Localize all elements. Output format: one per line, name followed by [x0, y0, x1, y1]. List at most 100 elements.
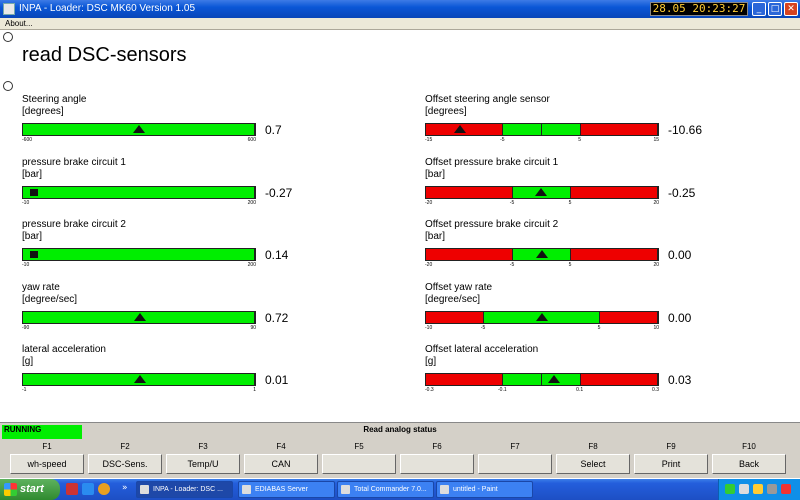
sensor-unit: [bar]	[425, 168, 446, 180]
sensor-unit: [bar]	[22, 231, 43, 242]
fkey-button-f2[interactable]: DSC-Sens.	[88, 454, 162, 474]
tick-label: -5	[509, 262, 515, 268]
task-app-icon	[140, 485, 149, 494]
gauge-bar	[22, 123, 256, 136]
fkey-label-f9: F9	[666, 442, 676, 451]
sensor-gauge: Offset pressure brake circuit 1 [bar] -20-…	[425, 157, 725, 217]
tick-label: -5	[509, 199, 515, 206]
status-indicator: RUNNING	[2, 425, 82, 439]
tick-label: 0.1	[576, 387, 584, 393]
gauge-bar	[425, 373, 659, 386]
tick-label: 0.3	[652, 387, 659, 393]
gauge-zone	[503, 374, 542, 385]
sensor-unit: [g]	[425, 356, 437, 367]
gauge-bar	[22, 248, 256, 261]
gauge-zone	[600, 311, 658, 323]
fkey-button-f8[interactable]: Select	[556, 454, 630, 474]
tick-label: -1	[22, 387, 27, 393]
taskbar-button[interactable]: EDIABAS Server	[238, 481, 335, 498]
quicklaunch-icon-1[interactable]	[66, 483, 78, 495]
gauge-bar	[22, 373, 256, 386]
gauge-zone	[503, 124, 542, 135]
gauge-pointer	[536, 250, 548, 258]
fkey-label-f1: F1	[42, 442, 52, 451]
fkey-button-f7[interactable]	[478, 454, 552, 474]
gauge-bar	[425, 185, 659, 199]
gauge-ticks: -10 200	[22, 200, 256, 208]
fkey-label-f2: F2	[120, 442, 130, 451]
sensor-gauge: pressure brake circuit 2 [bar] -10 200 0.14	[22, 219, 322, 279]
clock-display: 28.05 20:23:27	[650, 2, 748, 16]
window-title: INPA - Loader: DSC MK60 Version 1.05	[19, 3, 196, 14]
task-label: INPA - Loader: DSC ...	[153, 486, 223, 493]
gauge-ticks: -10 200	[22, 262, 256, 270]
close-button[interactable]: ✕	[784, 2, 798, 16]
gauge-ticks: -15 -5 5 15	[425, 137, 659, 145]
gauge-bar	[425, 310, 659, 324]
fkey-button-f3[interactable]: Temp/U	[166, 454, 240, 474]
tray-icon-2[interactable]	[739, 484, 749, 494]
sensor-gauge: Offset steering angle sensor [degrees] -15…	[425, 94, 725, 154]
radio-option-2[interactable]	[3, 81, 13, 91]
tick-label: -0.1	[498, 387, 507, 393]
fkey-label-f8: F8	[588, 442, 598, 451]
menu-about[interactable]: About...	[5, 19, 33, 28]
sensor-gauge: lateral acceleration [g] -1 1 0.01	[22, 344, 322, 404]
quicklaunch-icon-3[interactable]	[98, 483, 110, 495]
quicklaunch-icon-2[interactable]	[82, 483, 94, 495]
start-button[interactable]: start	[0, 479, 60, 500]
tick-label: -20	[425, 199, 433, 206]
tick-label: -10	[425, 324, 433, 331]
start-label: start	[20, 483, 44, 495]
tick-label: 5	[597, 324, 601, 331]
tick-label: 5	[578, 137, 582, 143]
fkey-button-f9[interactable]: Print	[634, 454, 708, 474]
fkey-label-f3: F3	[198, 442, 208, 451]
gauge-ticks: -20 -5 5 20	[425, 200, 659, 208]
gauge-ticks: -90 90	[22, 325, 256, 333]
fkey-button-f6[interactable]	[400, 454, 474, 474]
gauge-zone	[426, 249, 513, 260]
sensor-value: 0.72	[265, 310, 289, 325]
fkey-button-f1[interactable]: wh-speed	[10, 454, 84, 474]
sensor-value: 0.03	[668, 373, 692, 387]
tray-icon-4[interactable]	[767, 484, 777, 494]
radio-option-1[interactable]	[3, 32, 13, 42]
sensor-value: 0.00	[668, 248, 692, 262]
sensor-gauge: Offset lateral acceleration [g] -0.3 -0.1 0.…	[425, 344, 725, 404]
gauge-bar	[425, 123, 659, 136]
sensor-gauge: Offset yaw rate [degree/sec] -10 -5 5 10 0.00	[425, 282, 725, 342]
fkey-label-f10: F10	[742, 442, 756, 451]
expand-quicklaunch-icon[interactable]: »	[122, 483, 128, 493]
taskbar-button[interactable]: untitled - Paint	[436, 481, 533, 498]
gauge-bar	[425, 248, 659, 261]
gauge-bar	[22, 185, 256, 199]
tray-icon-3[interactable]	[753, 484, 763, 494]
tick-label: 90	[250, 324, 256, 331]
tray-icon-1[interactable]	[725, 484, 735, 494]
fkey-label-f7: F7	[510, 442, 520, 451]
taskbar-button[interactable]: INPA - Loader: DSC ...	[136, 481, 233, 498]
task-app-icon	[341, 485, 350, 494]
app-icon[interactable]	[3, 3, 15, 15]
gauge-zone	[542, 374, 581, 385]
tray-icon-5[interactable]	[781, 484, 791, 494]
fkey-button-f5[interactable]	[322, 454, 396, 474]
title-bar: INPA - Loader: DSC MK60 Version 1.05 28.…	[0, 0, 800, 18]
menu-bar: About...	[0, 18, 800, 30]
tick-label: 15	[653, 137, 659, 143]
sensor-name: Offset yaw rate	[425, 281, 493, 293]
gauge-pointer	[453, 125, 466, 133]
maximize-button[interactable]: □	[768, 2, 782, 16]
minimize-button[interactable]: _	[752, 2, 766, 16]
sensor-value: 0.00	[668, 310, 692, 325]
sensor-name: Offset steering angle sensor	[425, 94, 550, 105]
fkey-button-f10[interactable]: Back	[712, 454, 786, 474]
tick-label: -20	[425, 262, 433, 268]
sensor-gauge: yaw rate [degree/sec] -90 90 0.72	[22, 282, 322, 342]
taskbar-button[interactable]: Total Commander 7.0...	[337, 481, 434, 498]
gauge-pointer	[547, 375, 560, 383]
fkey-label-f6: F6	[432, 442, 442, 451]
fkey-button-f4[interactable]: CAN	[244, 454, 318, 474]
sensor-name: pressure brake circuit 2	[22, 219, 126, 230]
